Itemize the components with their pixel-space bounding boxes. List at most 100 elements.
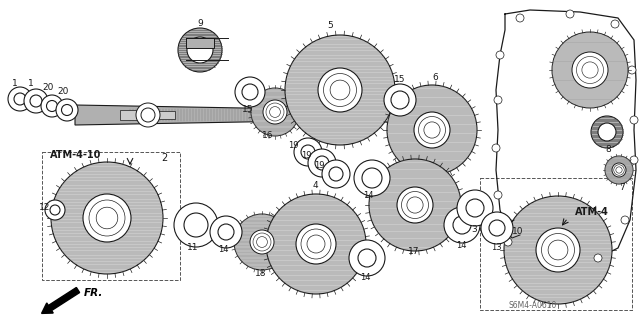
Text: 6: 6 — [432, 73, 438, 83]
Text: 1: 1 — [12, 78, 18, 87]
Circle shape — [566, 10, 574, 18]
Text: 20: 20 — [42, 84, 54, 93]
Circle shape — [308, 149, 336, 177]
Text: 3: 3 — [471, 225, 477, 234]
Text: 19: 19 — [314, 160, 324, 169]
Text: 7: 7 — [619, 183, 625, 192]
Circle shape — [457, 190, 493, 226]
Circle shape — [24, 89, 48, 113]
Circle shape — [235, 77, 265, 107]
Circle shape — [541, 258, 549, 266]
Circle shape — [481, 212, 513, 244]
Circle shape — [494, 191, 502, 199]
Text: 4: 4 — [312, 182, 318, 190]
Text: 17: 17 — [408, 248, 420, 256]
Circle shape — [61, 105, 72, 115]
Circle shape — [496, 51, 504, 59]
Circle shape — [384, 84, 416, 116]
Circle shape — [489, 220, 505, 236]
Circle shape — [8, 87, 32, 111]
Text: ATM-4: ATM-4 — [575, 207, 609, 217]
Circle shape — [605, 156, 633, 184]
Text: FR.: FR. — [84, 288, 104, 298]
Text: 15: 15 — [243, 106, 253, 115]
Circle shape — [218, 224, 234, 240]
Bar — [480, 178, 632, 310]
Circle shape — [136, 103, 160, 127]
Text: 19: 19 — [288, 142, 298, 151]
Circle shape — [56, 99, 78, 121]
Circle shape — [621, 216, 629, 224]
Circle shape — [362, 168, 382, 188]
Circle shape — [174, 203, 218, 247]
Circle shape — [453, 216, 471, 234]
Text: 1: 1 — [28, 78, 34, 87]
Bar — [42, 152, 180, 280]
Circle shape — [591, 116, 623, 148]
Circle shape — [630, 116, 638, 124]
Circle shape — [50, 205, 60, 215]
Circle shape — [266, 194, 366, 294]
Text: ATM-4-10: ATM-4-10 — [51, 150, 102, 160]
Circle shape — [47, 100, 58, 112]
Circle shape — [14, 93, 26, 105]
Circle shape — [369, 159, 461, 251]
Text: 14: 14 — [456, 241, 467, 249]
Bar — [155, 111, 175, 119]
Circle shape — [141, 108, 155, 122]
Circle shape — [594, 254, 602, 262]
Circle shape — [391, 91, 409, 109]
Text: 12: 12 — [39, 204, 51, 212]
Circle shape — [322, 160, 350, 188]
Circle shape — [387, 85, 477, 175]
Text: 11: 11 — [188, 243, 199, 253]
Circle shape — [598, 123, 616, 141]
Circle shape — [492, 144, 500, 152]
Text: 13: 13 — [491, 242, 501, 251]
FancyArrow shape — [42, 287, 79, 313]
Circle shape — [612, 163, 626, 177]
Circle shape — [329, 167, 343, 181]
Circle shape — [504, 196, 612, 304]
Circle shape — [184, 213, 208, 237]
Circle shape — [30, 95, 42, 107]
Circle shape — [296, 224, 336, 264]
Circle shape — [285, 35, 395, 145]
Bar — [120, 110, 150, 120]
Bar — [186, 38, 214, 48]
Circle shape — [494, 96, 502, 104]
Circle shape — [628, 66, 636, 74]
Circle shape — [414, 112, 450, 148]
Text: 19: 19 — [301, 151, 311, 160]
Circle shape — [611, 20, 619, 28]
Circle shape — [41, 95, 63, 117]
Circle shape — [51, 162, 163, 274]
Circle shape — [263, 100, 287, 124]
Polygon shape — [75, 105, 355, 125]
Circle shape — [444, 207, 480, 243]
Circle shape — [504, 238, 512, 246]
Text: 18: 18 — [255, 269, 267, 278]
Circle shape — [349, 240, 385, 276]
Circle shape — [358, 249, 376, 267]
Circle shape — [250, 230, 274, 254]
Circle shape — [318, 68, 362, 112]
Text: 14: 14 — [363, 191, 373, 201]
Circle shape — [251, 88, 299, 136]
Circle shape — [178, 28, 222, 72]
Circle shape — [397, 187, 433, 223]
Text: 14: 14 — [218, 246, 228, 255]
Text: 5: 5 — [327, 21, 333, 31]
Circle shape — [354, 160, 390, 196]
Circle shape — [45, 200, 65, 220]
Circle shape — [234, 214, 290, 270]
Circle shape — [210, 216, 242, 248]
Circle shape — [315, 156, 329, 170]
Circle shape — [187, 37, 213, 63]
Text: 8: 8 — [605, 145, 611, 154]
Text: 10: 10 — [512, 227, 524, 236]
Text: 16: 16 — [262, 130, 274, 139]
Text: 9: 9 — [197, 19, 203, 28]
Circle shape — [572, 52, 608, 88]
Text: S6M4-A0610: S6M4-A0610 — [509, 301, 557, 310]
